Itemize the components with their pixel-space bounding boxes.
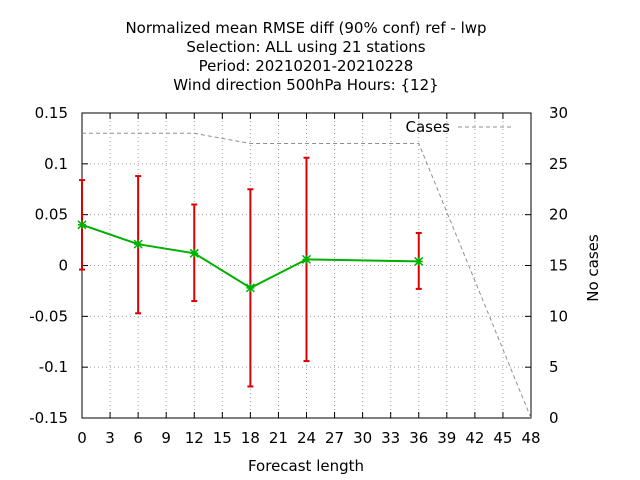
title-line-4: Wind direction 500hPa Hours: {12} [173,76,438,94]
point-marker-d2 [189,248,199,258]
y2-tick-label: 0 [549,409,559,427]
x-tick-label: 0 [77,429,87,447]
x-tick-label: 42 [465,429,484,447]
y-tick-label: -0.1 [39,358,68,376]
axis-ticks: 0 3 6 9 12 15 18 21 24 27 30 33 36 39 42 45 480.150.10.0… [29,104,568,447]
x-tick-label: 21 [269,429,288,447]
data-point [414,256,424,266]
y-tick-label: 0.15 [35,104,68,122]
data-point [301,254,312,264]
y-tick-label: 0.1 [44,155,68,173]
x-tick-label: 39 [437,429,456,447]
y2-axis-label: No cases [584,234,602,302]
point-marker-d2 [133,239,143,249]
title-line-1: Normalized mean RMSE diff (90% conf) ref… [125,19,486,37]
point-marker-d2 [77,220,87,230]
y2-tick-label: 25 [549,155,568,173]
x-tick-label: 36 [409,429,428,447]
x-tick-label: 3 [105,429,115,447]
error-bars [79,156,422,388]
point-marker-d2 [301,254,312,264]
x-tick-label: 45 [493,429,512,447]
x-tick-label: 48 [521,429,540,447]
y2-tick-label: 20 [549,206,568,224]
y-tick-label: 0 [58,257,68,275]
point-marker-d2 [414,256,424,266]
chart-title: Normalized mean RMSE diff (90% conf) ref… [125,19,486,94]
x-tick-label: 27 [325,429,344,447]
data-point [245,283,255,293]
data-point [133,239,143,249]
title-line-2: Selection: ALL using 21 stations [186,38,425,56]
y-tick-label: -0.15 [29,409,68,427]
legend-label-cases: Cases [405,118,450,136]
title-line-3: Period: 20210201-20210228 [199,57,414,75]
x-tick-label: 24 [297,429,316,447]
main-series [77,220,424,293]
cases-line [82,132,532,419]
x-tick-label: 18 [241,429,260,447]
y-tick-label: 0.05 [35,206,68,224]
y2-tick-label: 10 [549,307,568,325]
x-tick-label: 6 [133,429,143,447]
cases-series [82,132,532,419]
y2-tick-label: 5 [549,358,559,376]
x-tick-label: 12 [185,429,204,447]
main-line [81,223,419,290]
data-point [189,248,199,258]
y2-tick-label: 30 [549,104,568,122]
x-tick-label: 15 [213,429,232,447]
x-tick-label: 9 [161,429,171,447]
point-marker-d2 [245,283,255,293]
y2-tick-label: 15 [549,257,568,275]
x-tick-label: 30 [353,429,372,447]
x-tick-label: 33 [381,429,400,447]
x-axis-label: Forecast length [248,457,364,475]
y-tick-label: -0.05 [29,307,68,325]
data-point [77,220,87,230]
legend: Cases [405,118,512,136]
